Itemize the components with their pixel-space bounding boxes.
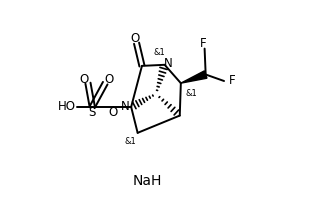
- Text: O: O: [80, 73, 89, 86]
- Text: O: O: [108, 106, 117, 119]
- Text: O: O: [131, 32, 140, 45]
- Text: S: S: [89, 106, 96, 119]
- Text: NaH: NaH: [133, 175, 162, 188]
- Text: F: F: [229, 75, 236, 87]
- Text: O: O: [105, 73, 114, 86]
- Text: N: N: [163, 57, 172, 70]
- Text: &1: &1: [185, 89, 197, 98]
- Text: HO: HO: [58, 100, 76, 113]
- Text: &1: &1: [154, 48, 165, 57]
- Text: N: N: [121, 100, 130, 113]
- Polygon shape: [181, 71, 207, 83]
- Text: F: F: [200, 37, 207, 50]
- Text: &1: &1: [124, 137, 136, 146]
